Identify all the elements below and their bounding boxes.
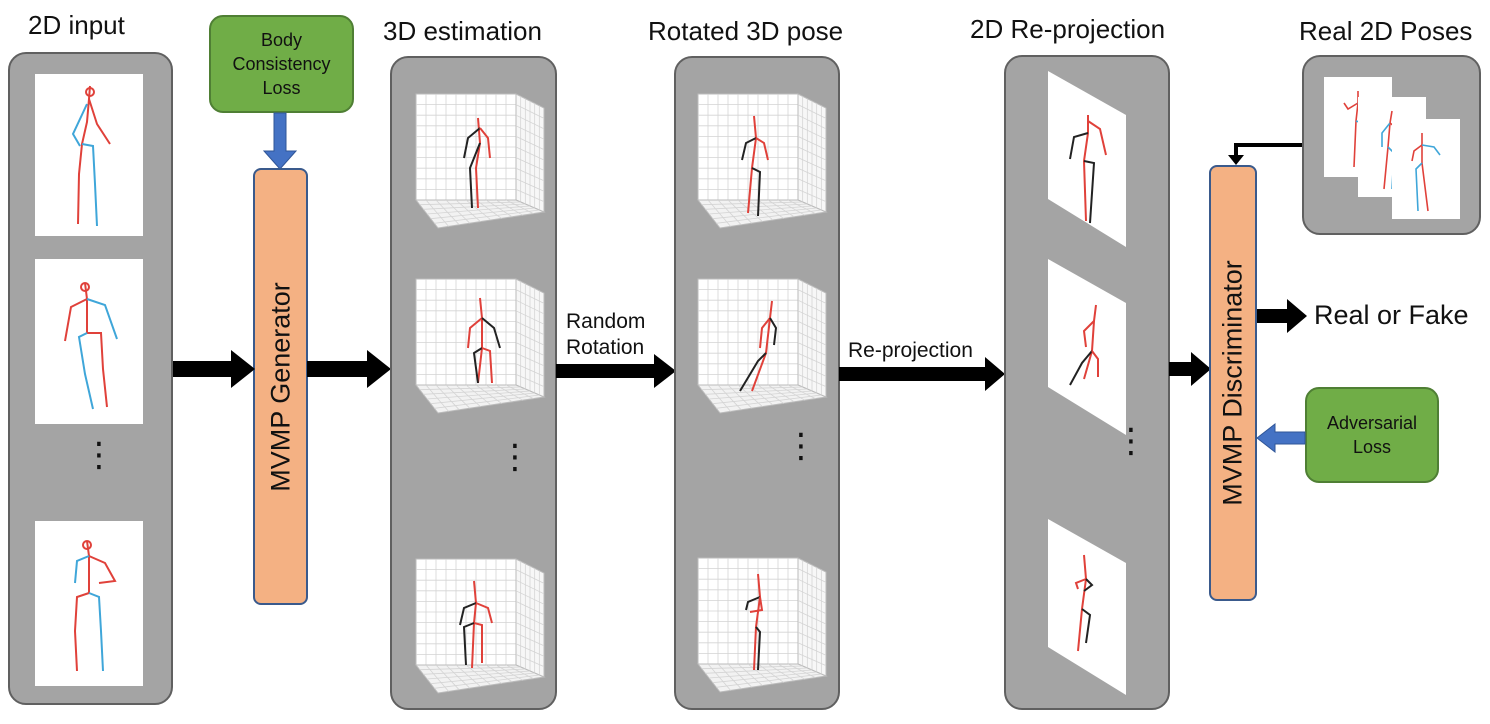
panel-real-2d-poses bbox=[1302, 55, 1481, 235]
random-rotation-line-2: Rotation bbox=[566, 336, 645, 359]
input-pose-card-3 bbox=[35, 521, 143, 686]
title-3d-estimation: 3D estimation bbox=[383, 16, 542, 46]
real-pose-figure-3 bbox=[1411, 133, 1441, 212]
arrow-discriminator-output bbox=[1257, 299, 1307, 333]
estimation-ellipsis: ⋮ bbox=[498, 438, 532, 476]
panel-3d-estimation: ⋮ bbox=[390, 56, 557, 710]
reprojection-ellipsis: ⋮ bbox=[1114, 422, 1148, 460]
panel-2d-input: ⋮ bbox=[8, 52, 173, 705]
input-pose-figure-3 bbox=[73, 540, 117, 672]
arrow-input-to-generator bbox=[173, 350, 255, 388]
title-rotated-3d-pose: Rotated 3D pose bbox=[648, 16, 844, 46]
mvmp-discriminator: MVMP Discriminator bbox=[1209, 165, 1257, 601]
body-consistency-loss-box: Body Consistency Loss bbox=[209, 15, 354, 113]
adversarial-loss-line-2: Loss bbox=[1352, 437, 1391, 457]
arrow-rotated-to-reprojection bbox=[839, 357, 1005, 391]
panel-rotated-3d-pose: ⋮ bbox=[674, 56, 840, 710]
input-ellipsis: ⋮ bbox=[82, 436, 116, 474]
arrow-reprojection-to-discriminator bbox=[1169, 352, 1211, 386]
rotated-grid-1 bbox=[696, 93, 828, 229]
estimation-grid-1 bbox=[414, 93, 546, 229]
rotated-grid-2 bbox=[696, 278, 828, 414]
input-pose-card-1 bbox=[35, 74, 143, 236]
estimation-grid-box-2 bbox=[414, 278, 546, 414]
body-loss-line-2: Consistency bbox=[232, 54, 331, 74]
input-pose-figure-2 bbox=[64, 282, 118, 410]
discriminator-label: MVMP Discriminator bbox=[1217, 260, 1248, 506]
rotated-grid-box-2 bbox=[696, 278, 828, 414]
random-rotation-line-1: Random bbox=[566, 310, 646, 333]
adversarial-loss-box: Adversarial Loss bbox=[1305, 387, 1439, 483]
estimation-grid-box-1 bbox=[414, 93, 546, 229]
body-loss-line-1: Body bbox=[260, 30, 302, 50]
body-loss-line-3: Loss bbox=[262, 78, 301, 98]
random-rotation-label: Random Rotation bbox=[566, 309, 645, 361]
real-pose-card-3 bbox=[1392, 119, 1460, 219]
arrow-generator-to-estimation bbox=[307, 350, 391, 388]
arrow-real-to-discriminator bbox=[1228, 143, 1302, 165]
adversarial-loss-arrow bbox=[1256, 422, 1306, 454]
title-real-2d-poses: Real 2D Poses bbox=[1299, 16, 1473, 46]
adversarial-loss-line-1: Adversarial bbox=[1326, 413, 1418, 433]
rotated-ellipsis: ⋮ bbox=[784, 427, 818, 465]
reprojection-arrow-label: Re-projection bbox=[848, 339, 973, 362]
rotated-grid-3 bbox=[696, 557, 828, 693]
title-2d-reprojection: 2D Re-projection bbox=[970, 14, 1166, 44]
input-pose-card-2 bbox=[35, 259, 143, 424]
generator-label: MVMP Generator bbox=[265, 281, 295, 492]
mvmp-generator: MVMP Generator bbox=[253, 168, 308, 605]
rotated-grid-box-1 bbox=[696, 93, 828, 229]
body-loss-arrow bbox=[262, 112, 298, 170]
input-pose-figure-1 bbox=[71, 85, 111, 227]
title-2d-input: 2D input bbox=[28, 10, 125, 40]
estimation-grid-box-3 bbox=[414, 558, 546, 694]
panel-2d-reprojection: ⋮ bbox=[1004, 55, 1170, 710]
arrow-estimation-to-rotated bbox=[556, 354, 676, 388]
real-or-fake-label: Real or Fake bbox=[1314, 300, 1469, 330]
estimation-grid-3 bbox=[414, 558, 546, 694]
reprojection-plane-1 bbox=[1048, 71, 1126, 247]
reprojection-plane-3 bbox=[1048, 519, 1126, 695]
reprojection-plane-2 bbox=[1048, 259, 1126, 435]
rotated-grid-box-3 bbox=[696, 557, 828, 693]
